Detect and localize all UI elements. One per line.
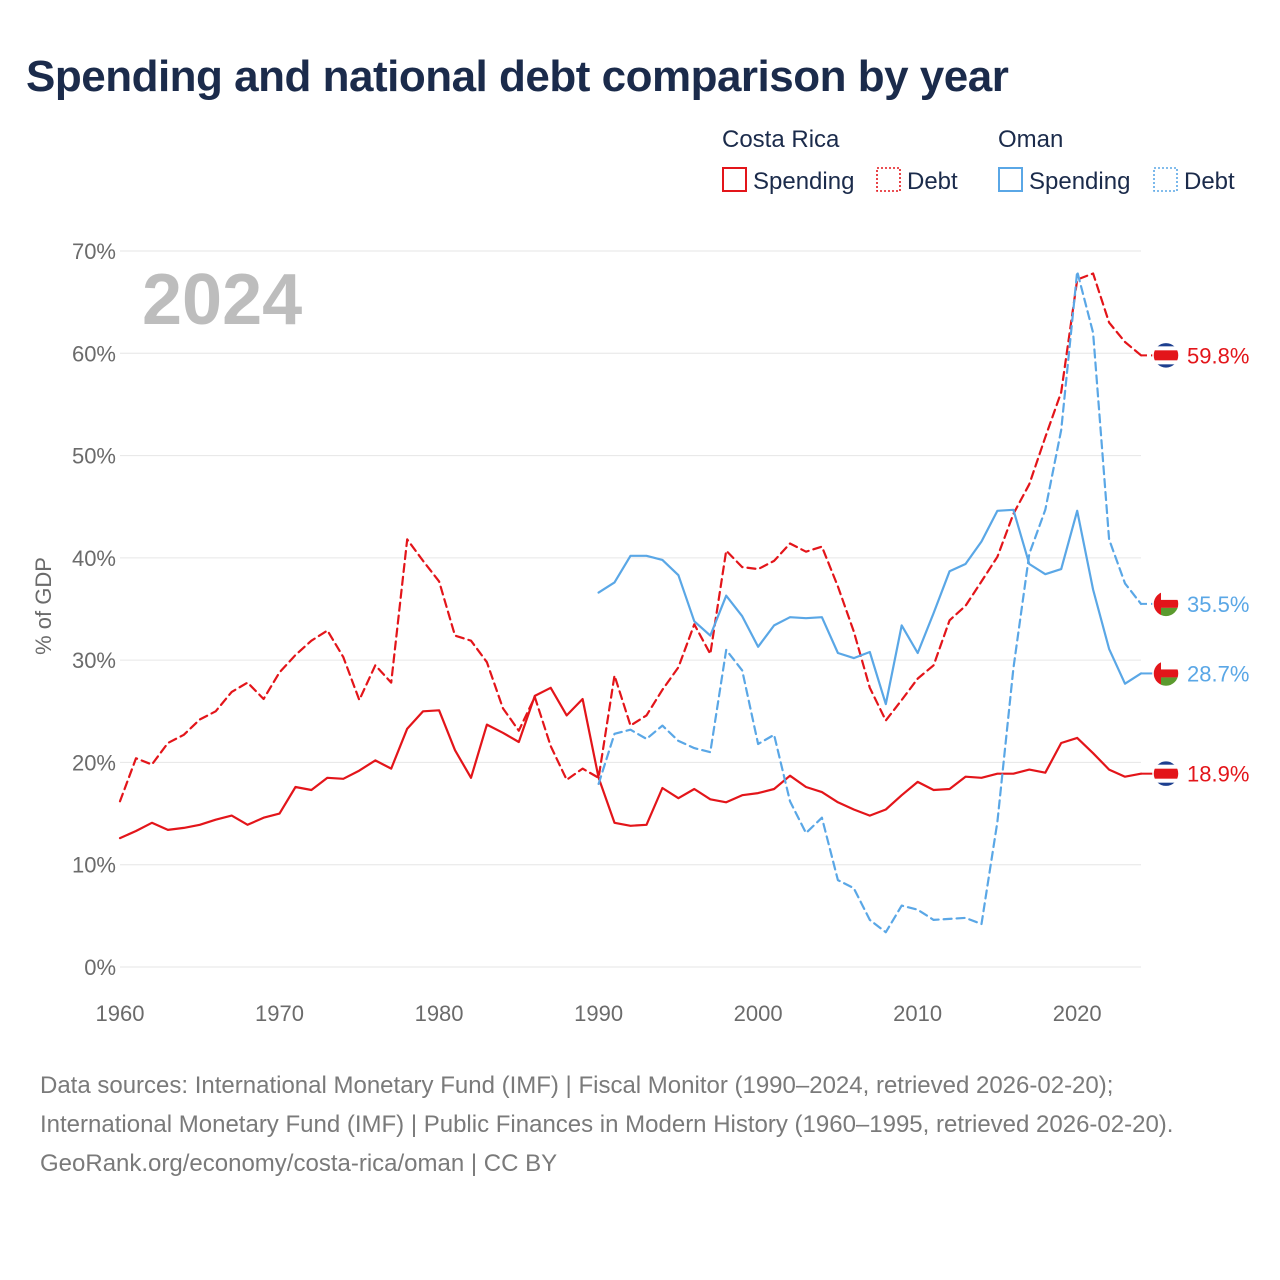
x-tick-label: 2000 [734,1001,783,1026]
end-value-label: 28.7% [1187,661,1249,686]
end-value-label: 35.5% [1187,592,1249,617]
y-tick-label: 30% [72,648,116,673]
legend-swatch-costa-rica-spending[interactable] [722,167,747,192]
costa-rica-flag-icon [1152,341,1180,370]
legend-group-oman: Oman [998,126,1063,153]
series-line-costa-rica-spending[interactable] [118,686,1143,840]
y-tick-label: 60% [72,341,116,366]
legend-label-oman-spending[interactable]: Spending [1029,168,1130,195]
footer: Data sources: International Monetary Fun… [40,1066,1240,1183]
oman-flag-icon [1152,659,1180,688]
y-axis-ticks: 0% 10% 20% 30% 40% 50% 60% 70% [72,239,116,980]
year-watermark: 2024 [142,260,302,340]
legend-swatch-oman-spending[interactable] [998,167,1023,192]
legend-label-oman-debt[interactable]: Debt [1184,168,1235,195]
y-tick-label: 20% [72,750,116,775]
x-tick-label: 1970 [255,1001,304,1026]
series-line-oman-spending[interactable] [597,508,1143,706]
y-tick-label: 70% [72,239,116,264]
legend-group-costa-rica: Costa Rica [722,126,840,153]
legend-swatch-oman-debt[interactable] [1153,167,1178,192]
x-axis-ticks: 1960 1970 1980 1990 2000 2010 2020 [96,1001,1102,1026]
footer-credit[interactable]: GeoRank.org/economy/costa-rica/oman | CC… [40,1150,558,1177]
y-tick-label: 10% [72,853,116,878]
end-markers: 18.9% 59.8% 28.7% 35.5% [1141,341,1249,788]
x-tick-label: 2010 [893,1001,942,1026]
chart: Costa Rica Oman Spending Debt Spending D… [31,126,1249,1026]
y-tick-label: 50% [72,444,116,469]
end-value-label: 59.8% [1187,343,1249,368]
series-line-oman-debt[interactable] [597,270,1143,934]
legend[interactable]: Costa Rica Oman Spending Debt Spending D… [722,126,1235,195]
x-tick-label: 1980 [415,1001,464,1026]
series-line-costa-rica-debt[interactable] [118,272,1143,803]
y-tick-label: 40% [72,546,116,571]
legend-swatch-costa-rica-debt[interactable] [876,167,901,192]
end-value-label: 18.9% [1187,762,1249,787]
series-layer [118,270,1143,934]
legend-label-costa-rica-spending[interactable]: Spending [753,168,854,195]
x-tick-label: 1990 [574,1001,623,1026]
gridlines [120,250,1141,968]
y-tick-label: 0% [84,955,116,980]
costa-rica-flag-icon [1152,759,1180,788]
oman-flag-icon [1152,590,1180,618]
footer-sources: Data sources: International Monetary Fun… [40,1072,1174,1138]
x-tick-label: 2020 [1053,1001,1102,1026]
chart-title: Spending and national debt comparison by… [26,52,1009,101]
y-axis-label: % of GDP [31,557,56,655]
x-tick-label: 1960 [96,1001,145,1026]
legend-label-costa-rica-debt[interactable]: Debt [907,168,958,195]
